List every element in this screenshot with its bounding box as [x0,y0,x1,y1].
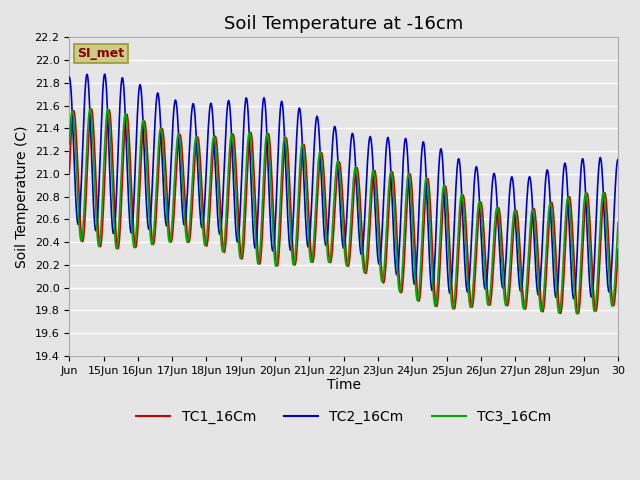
TC2_16Cm [308,204,316,209]
TC2_16Cm [100,72,108,77]
X-axis label: Time: Time [326,378,360,393]
Text: SI_met: SI_met [77,47,125,60]
TC1_16Cm [65,171,73,177]
TC3_16Cm [504,295,511,301]
TC2_16Cm [614,156,622,162]
Legend: TC1_16Cm, TC2_16Cm, TC3_16Cm: TC1_16Cm, TC2_16Cm, TC3_16Cm [130,404,557,430]
Title: Soil Temperature at -16cm: Soil Temperature at -16cm [224,15,463,33]
TC2_16Cm [504,225,511,231]
TC1_16Cm [308,255,316,261]
TC1_16Cm [574,311,582,316]
TC1_16Cm [443,189,451,195]
Line: TC3_16Cm: TC3_16Cm [69,109,618,314]
TC1_16Cm [494,206,502,212]
TC3_16Cm [308,259,316,265]
TC3_16Cm [494,205,502,211]
Line: TC2_16Cm: TC2_16Cm [69,74,618,299]
TC3_16Cm [614,219,622,225]
Y-axis label: Soil Temperature (C): Soil Temperature (C) [15,125,29,268]
TC1_16Cm [614,246,622,252]
Line: TC1_16Cm: TC1_16Cm [69,109,618,313]
TC3_16Cm [443,208,451,214]
TC3_16Cm [573,311,580,317]
TC2_16Cm [570,296,577,301]
TC3_16Cm [288,250,296,256]
TC1_16Cm [504,303,511,309]
TC1_16Cm [122,115,130,120]
TC3_16Cm [65,141,73,146]
TC2_16Cm [443,249,451,255]
TC2_16Cm [65,74,73,80]
TC2_16Cm [288,241,296,247]
TC2_16Cm [494,212,502,218]
TC1_16Cm [288,226,296,231]
TC3_16Cm [122,112,130,118]
TC3_16Cm [86,106,94,112]
TC2_16Cm [122,128,130,133]
TC1_16Cm [88,106,95,112]
